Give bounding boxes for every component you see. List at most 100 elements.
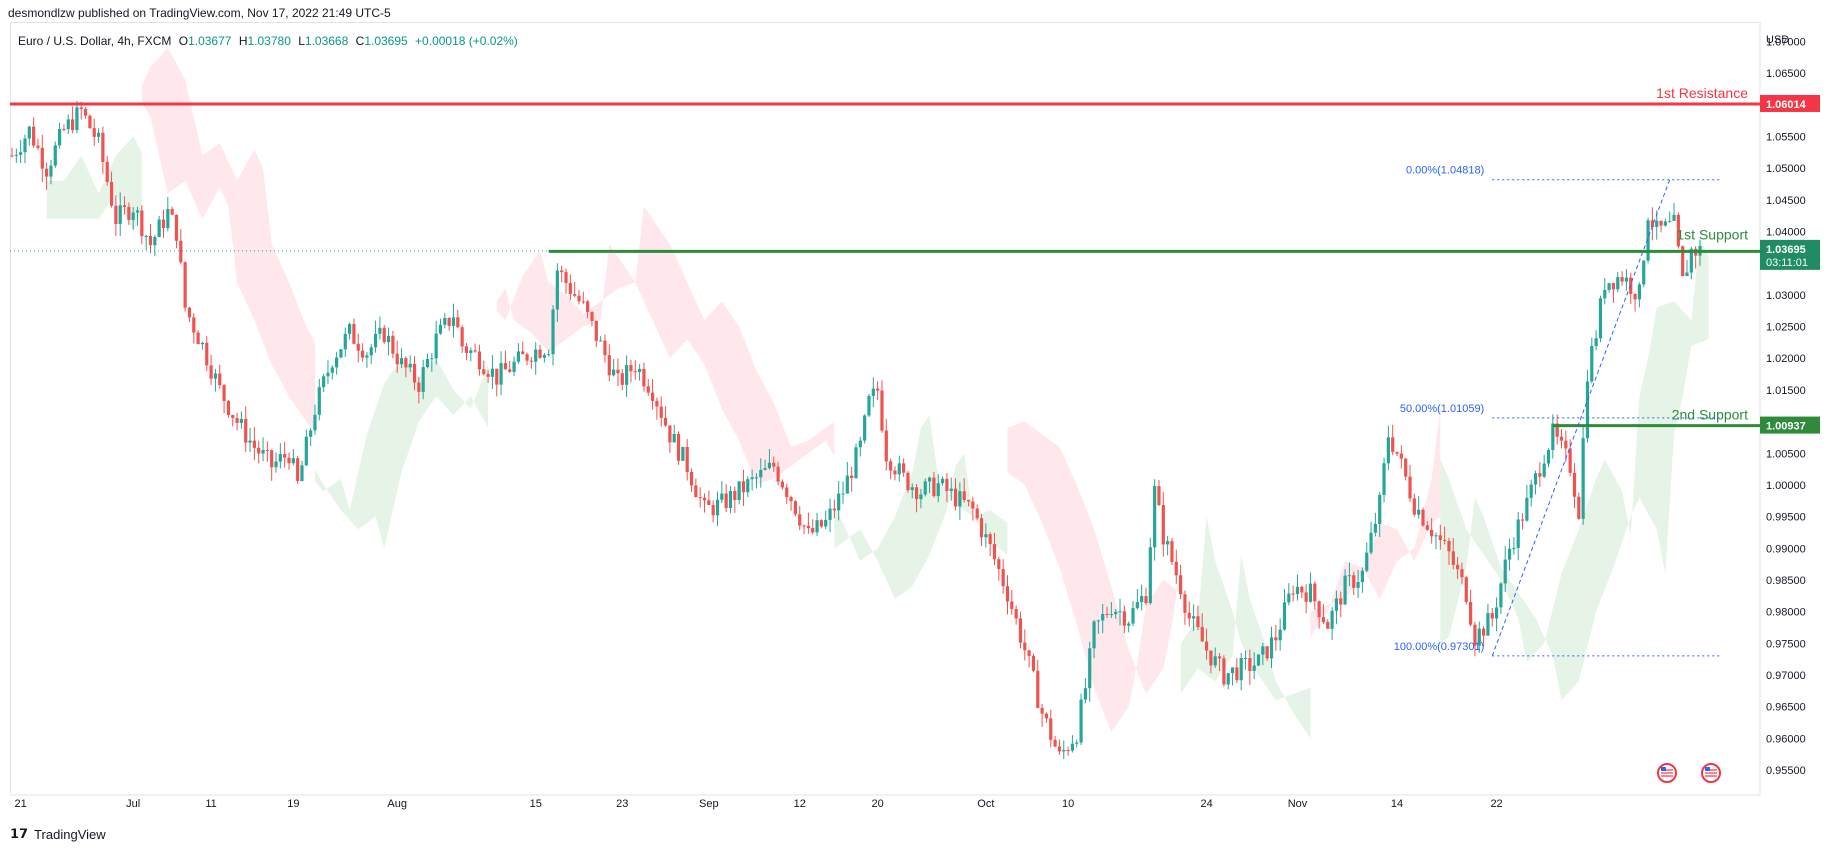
candle-body: [1365, 552, 1369, 571]
candle-body: [940, 478, 945, 484]
candle-body: [395, 353, 399, 365]
candle-body: [179, 240, 183, 263]
candle-body: [382, 327, 386, 343]
candle-body: [1642, 260, 1646, 285]
candle-body: [88, 115, 92, 129]
candle-body: [40, 147, 44, 169]
candle-body: [685, 446, 689, 472]
candle-body: [637, 368, 642, 372]
candle-body: [45, 168, 49, 177]
candle-body: [183, 262, 187, 308]
symbol-name[interactable]: Euro / U.S. Dollar, 4h, FXCM: [18, 34, 172, 48]
candle-body: [1023, 642, 1027, 651]
candle-body: [330, 367, 334, 373]
candle-body: [131, 212, 135, 220]
candle-body: [443, 317, 447, 325]
candle-body: [274, 461, 278, 468]
support-2-label: 2nd Support: [1672, 407, 1748, 423]
candle-body: [798, 514, 802, 526]
candle-body: [581, 301, 585, 303]
y-tick-label: 0.98500: [1766, 575, 1806, 587]
candle-body: [417, 382, 421, 392]
resistance-1-price-text: 1.06014: [1766, 99, 1807, 111]
candle-body: [1213, 656, 1217, 666]
candle-body: [1382, 463, 1386, 495]
candle-body: [92, 128, 96, 137]
candle-body: [525, 354, 529, 361]
candle-body: [1005, 586, 1010, 602]
candle-body: [1304, 592, 1308, 602]
candle-body: [495, 368, 499, 385]
candle-body: [1356, 582, 1360, 588]
candle-body: [408, 363, 412, 368]
candle-body: [32, 126, 36, 146]
candle-body: [386, 335, 391, 343]
candle-body: [1469, 602, 1473, 625]
candle-body: [1607, 283, 1611, 290]
candle-body: [728, 491, 733, 508]
candle-body: [53, 145, 57, 166]
candle-body: [1629, 277, 1633, 294]
low-label: L: [298, 34, 305, 48]
candle-body: [815, 520, 819, 533]
y-tick-label: 1.04500: [1766, 195, 1806, 207]
candle-body: [187, 307, 192, 318]
candle-body: [317, 387, 321, 415]
candle-body: [1062, 750, 1066, 752]
candle-body: [1153, 486, 1157, 548]
candle-body: [1568, 448, 1572, 473]
candle-body: [754, 477, 759, 479]
candle-body: [1144, 596, 1148, 604]
candle-body: [1611, 283, 1616, 290]
candle-body: [529, 360, 533, 362]
candle-body: [663, 417, 668, 426]
candle-body: [1590, 345, 1594, 382]
ichimoku-cloud: [1440, 459, 1614, 701]
candle-body: [1066, 750, 1070, 752]
candle-body: [1668, 220, 1672, 222]
candle-body: [672, 433, 676, 443]
candle-body: [425, 358, 430, 368]
high-value: 1.03780: [247, 34, 291, 48]
candle-body: [854, 447, 858, 479]
candle-body: [1473, 624, 1477, 646]
candle-body: [1135, 602, 1139, 609]
candle-body: [109, 181, 114, 206]
candle-body: [205, 342, 209, 366]
candle-body: [369, 347, 373, 356]
candle-body: [1192, 616, 1196, 619]
candle-body: [1598, 298, 1603, 339]
candle-body: [36, 145, 40, 148]
candle-body: [192, 317, 196, 333]
chart-pane[interactable]: [10, 22, 1761, 793]
candle-body: [127, 207, 131, 220]
candle-body: [689, 471, 694, 486]
candle-body: [1378, 494, 1382, 524]
candle-body: [824, 519, 828, 527]
candle-body: [1313, 583, 1317, 602]
candle-body: [322, 376, 326, 388]
candle-body: [586, 301, 590, 313]
candle-body: [625, 365, 629, 385]
support-2-price-tag: [1760, 416, 1820, 434]
candle-body: [1321, 617, 1326, 623]
candle-body: [590, 312, 594, 321]
candle-body: [837, 493, 841, 511]
close-value: 1.03695: [364, 34, 408, 48]
candle-body: [1053, 739, 1057, 747]
candle-body: [1624, 277, 1629, 282]
candle-body: [1092, 621, 1096, 649]
candle-body: [270, 450, 274, 468]
ichimoku-cloud: [1310, 408, 1441, 637]
candle-body: [222, 385, 226, 401]
candle-body: [542, 355, 546, 358]
candle-body: [620, 373, 624, 385]
x-tick-label: 19: [287, 798, 299, 810]
candle-body: [365, 355, 369, 358]
candle-body: [646, 386, 650, 393]
y-tick-label: 1.06500: [1766, 68, 1806, 80]
candle-body: [1425, 525, 1429, 530]
candle-body: [1464, 577, 1468, 603]
candle-body: [144, 236, 148, 238]
